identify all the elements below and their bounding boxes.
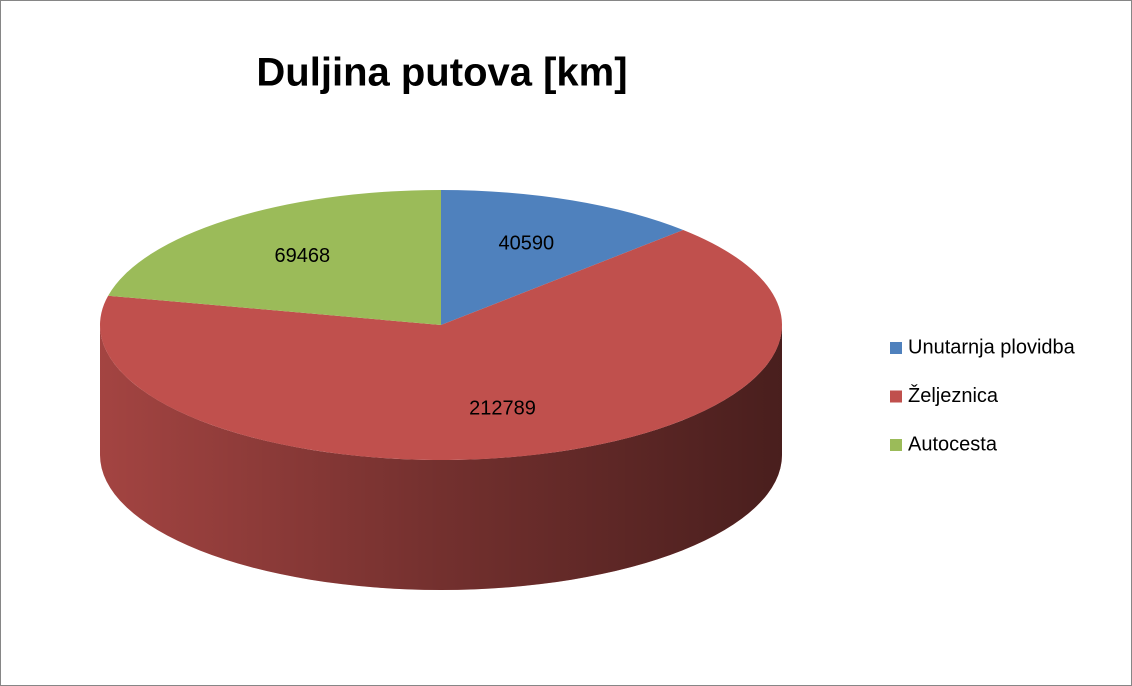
legend-label: Željeznica bbox=[908, 384, 999, 407]
chart-title: Duljina putova [km] bbox=[256, 51, 627, 95]
legend-swatch bbox=[890, 390, 902, 403]
pie-slice bbox=[108, 190, 442, 325]
legend-label: Unutarnja plovidba bbox=[908, 336, 1076, 358]
legend-swatch bbox=[890, 342, 902, 354]
data-label: 40590 bbox=[498, 232, 554, 254]
pie-slice bbox=[99, 229, 783, 460]
slice-side-shade bbox=[100, 325, 782, 590]
legend-label: Autocesta bbox=[908, 433, 998, 455]
data-label: 212789 bbox=[469, 398, 536, 420]
pie-slice bbox=[441, 190, 684, 325]
data-label: 69468 bbox=[275, 245, 331, 267]
legend-swatch bbox=[890, 439, 902, 451]
